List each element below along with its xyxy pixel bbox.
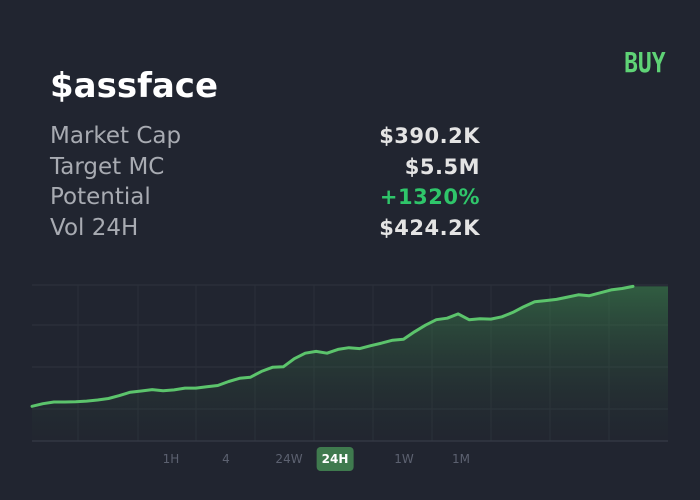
stat-label: Vol 24H xyxy=(50,214,139,241)
timeframe-tab-1w[interactable]: 1W xyxy=(394,452,414,466)
timeframe-tab-1h[interactable]: 1H xyxy=(162,452,180,466)
timeframe-tab-4[interactable]: 4 xyxy=(222,452,230,466)
stat-row-vol-24h: Vol 24H $424.2K xyxy=(50,213,480,244)
timeframe-tab-1m[interactable]: 1M xyxy=(452,452,470,466)
timeframe-selector: 1H 4 24W 24H 1W 1M xyxy=(0,447,700,471)
stat-value: $5.5M xyxy=(404,154,480,179)
stat-label: Potential xyxy=(50,184,151,211)
token-stats: Market Cap $390.2K Target MC $5.5M Poten… xyxy=(50,121,480,243)
price-chart xyxy=(30,284,668,442)
stat-value: +1320% xyxy=(379,185,480,210)
stat-row-potential: Potential +1320% xyxy=(50,182,480,213)
stat-value: $390.2K xyxy=(379,124,480,149)
stat-label: Market Cap xyxy=(50,123,182,150)
stat-row-market-cap: Market Cap $390.2K xyxy=(50,121,480,152)
timeframe-tab-24w[interactable]: 24W xyxy=(275,452,303,466)
stat-row-target-mc: Target MC $5.5M xyxy=(50,152,480,183)
price-area-fill xyxy=(32,286,668,441)
stat-value: $424.2K xyxy=(379,215,480,240)
buy-button[interactable]: BUY xyxy=(624,46,666,79)
timeframe-tab-24h[interactable]: 24H xyxy=(316,447,354,471)
price-line xyxy=(30,284,635,408)
token-name: $assface xyxy=(50,66,219,106)
stat-label: Target MC xyxy=(50,153,165,180)
